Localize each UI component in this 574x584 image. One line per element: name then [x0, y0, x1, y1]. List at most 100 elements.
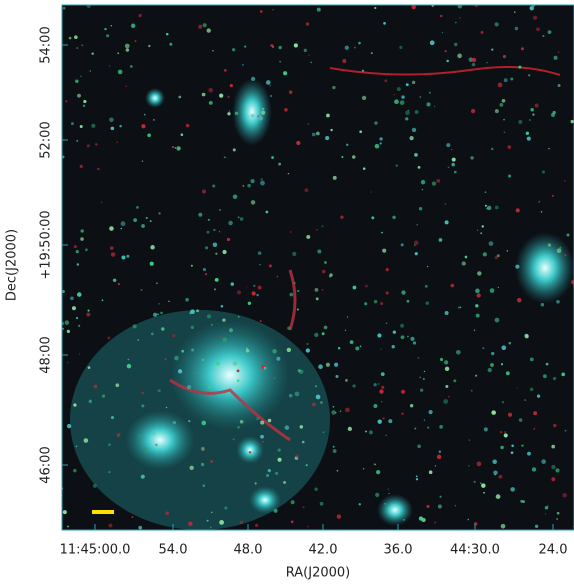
star [303, 506, 305, 508]
star [315, 385, 317, 387]
star [233, 194, 238, 199]
star [405, 111, 409, 115]
star [296, 141, 300, 145]
star [212, 184, 215, 187]
star [260, 181, 265, 186]
star [115, 383, 119, 387]
star [502, 401, 504, 403]
star [471, 390, 473, 392]
star [89, 400, 92, 403]
star [250, 179, 254, 183]
star [261, 178, 263, 180]
star [417, 224, 418, 225]
star [122, 256, 126, 260]
star [491, 352, 494, 355]
star [94, 385, 98, 389]
star [221, 305, 224, 308]
star [386, 291, 389, 294]
star [111, 416, 114, 419]
star [548, 243, 551, 246]
star [185, 298, 189, 302]
star [501, 363, 503, 365]
star [508, 413, 512, 417]
star [190, 309, 195, 314]
star [399, 46, 402, 49]
star [345, 379, 348, 382]
star [224, 507, 227, 510]
star [508, 174, 511, 177]
star [79, 353, 80, 354]
star [271, 156, 274, 159]
star [213, 242, 218, 247]
star [233, 438, 235, 440]
star [412, 5, 416, 9]
star [530, 108, 534, 112]
star [73, 469, 77, 473]
star [216, 361, 220, 365]
star [421, 180, 425, 184]
star [445, 311, 449, 315]
star [400, 100, 405, 105]
star [142, 392, 144, 394]
star [322, 225, 324, 227]
star [345, 46, 349, 50]
galaxy [377, 494, 413, 526]
star [176, 146, 180, 150]
star [210, 460, 213, 463]
star [424, 420, 425, 421]
star [252, 291, 256, 295]
star [401, 335, 405, 339]
star [224, 69, 227, 72]
star [415, 110, 419, 114]
star [161, 327, 164, 330]
star [249, 451, 251, 453]
star [491, 148, 493, 150]
star [495, 256, 498, 259]
star [90, 70, 91, 71]
star [85, 248, 88, 251]
figure: RA(J2000) Dec(J2000) 11:45:00.054.048.04… [0, 0, 574, 584]
star [276, 357, 280, 361]
star [377, 333, 381, 337]
star [240, 521, 243, 524]
star [481, 31, 484, 34]
star [208, 88, 213, 93]
star [264, 367, 267, 370]
star [270, 85, 271, 86]
star [238, 316, 240, 318]
star [514, 11, 515, 12]
star [394, 99, 399, 104]
star [345, 330, 346, 331]
star [141, 404, 144, 407]
star [63, 510, 67, 514]
star [503, 119, 505, 121]
star [215, 253, 217, 255]
star [440, 496, 442, 498]
star [345, 408, 350, 413]
star [333, 406, 335, 408]
star [256, 294, 258, 296]
star [333, 449, 337, 453]
star [207, 520, 209, 522]
star [546, 363, 549, 366]
star [316, 132, 320, 136]
star [324, 261, 327, 264]
star [519, 418, 523, 422]
star [65, 100, 68, 103]
star [130, 65, 133, 68]
star [557, 248, 562, 253]
star [532, 114, 534, 116]
star [191, 265, 193, 267]
star [304, 49, 307, 52]
star [246, 286, 247, 287]
star [371, 216, 374, 219]
star [340, 410, 342, 412]
star [474, 481, 476, 483]
star [307, 526, 308, 527]
star [306, 235, 310, 239]
star [495, 22, 499, 26]
star [256, 417, 259, 420]
star [541, 211, 543, 213]
star [491, 410, 496, 415]
star [278, 458, 282, 462]
